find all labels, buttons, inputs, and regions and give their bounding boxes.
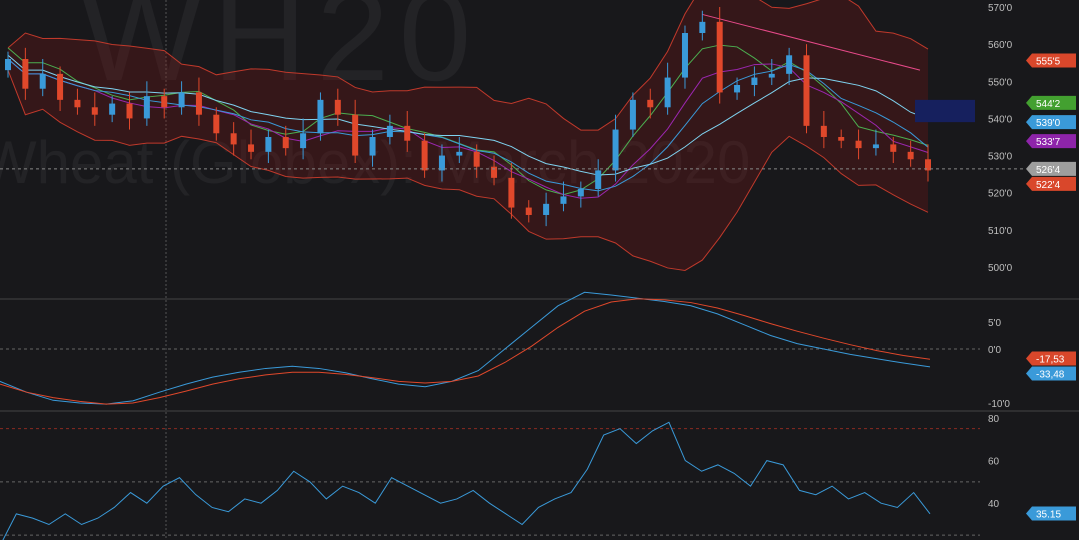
price-tick-label: 500'0 [988, 263, 1013, 274]
trend-line [702, 13, 921, 71]
candle-body [74, 99, 81, 108]
macd-series-line [0, 291, 931, 405]
price-tick-label: 570'0 [988, 3, 1013, 14]
bollinger-upper [7, 0, 929, 131]
macd-value-tag: -17,53 [1036, 354, 1065, 365]
price-tick-label: 530'0 [988, 152, 1013, 163]
candle-body [647, 99, 654, 108]
macd-value-tag: -33,48 [1036, 369, 1065, 380]
candle-body [404, 125, 411, 141]
candle-body [456, 151, 463, 156]
candle-body [560, 196, 567, 204]
macd-series-line [0, 298, 931, 405]
projection-box [915, 99, 975, 123]
price-tag: 533'7 [1036, 137, 1061, 148]
candle-body [300, 133, 307, 149]
candle-body [438, 155, 445, 171]
candle-body [317, 99, 324, 134]
candle-body [734, 84, 741, 93]
candle-body [386, 125, 393, 137]
candle-body [230, 133, 237, 145]
candle-body [890, 144, 897, 152]
candle-body [699, 21, 706, 33]
candle-body [421, 140, 428, 171]
candle-body [213, 114, 220, 134]
candle-body [925, 159, 931, 171]
price-tag: 555'5 [1036, 56, 1061, 67]
moving-average-purple [7, 58, 929, 199]
watermark-symbol: WH20 [80, 0, 482, 108]
price-tag-bg [1026, 161, 1076, 176]
price-tag: 544'2 [1036, 99, 1061, 110]
candle-body [838, 136, 845, 141]
candle-body [91, 107, 98, 115]
macd-value-tag-bg [1026, 351, 1076, 366]
candle-body [612, 129, 619, 171]
price-tag-bg [1026, 53, 1076, 68]
bollinger-lower [7, 69, 929, 271]
candle-body [161, 96, 168, 108]
candle-body [248, 144, 255, 152]
candle-body [681, 32, 688, 78]
candle-body [768, 73, 775, 78]
price-tag-bg [1026, 176, 1076, 191]
candle-body [5, 58, 11, 71]
macd-value-tag-bg [1026, 366, 1076, 381]
candle-body [39, 73, 46, 89]
rsi-series-line [2, 421, 931, 540]
price-tag-bg [1026, 115, 1076, 130]
macd-tick-label: 5'0 [988, 318, 1001, 329]
price-tag: 522'4 [1036, 180, 1061, 191]
candle-body [265, 136, 272, 152]
candle-body [751, 77, 758, 85]
candle-body [57, 73, 64, 100]
candle-body [820, 125, 827, 137]
price-tag-bg [1026, 95, 1076, 110]
candle-body [629, 99, 636, 130]
moving-average-light-blue [7, 54, 929, 176]
macd-tick-label: -10'0 [988, 399, 1010, 410]
candle-body [543, 203, 550, 215]
candle-body [282, 136, 289, 149]
candle-body [195, 92, 202, 115]
rsi-tick-label: 80 [988, 414, 1000, 425]
candle-body [491, 166, 498, 178]
candle-body [143, 96, 150, 119]
candle-body [907, 151, 914, 160]
price-tick-label: 560'0 [988, 40, 1013, 51]
candle-body [577, 188, 584, 197]
price-tag-bg [1026, 134, 1076, 149]
rsi-value-tag: 35.15 [1036, 510, 1061, 521]
candle-body [595, 170, 602, 189]
candle-body [352, 114, 359, 156]
price-tick-label: 520'0 [988, 189, 1013, 200]
rsi-value-tag-bg [1026, 506, 1076, 521]
rsi-tick-label: 40 [988, 499, 1000, 510]
rsi-tick-label: 60 [988, 457, 1000, 468]
bollinger-band-fill [8, 0, 928, 271]
macd-tick-label: 0'0 [988, 345, 1001, 356]
candle-body [855, 140, 862, 149]
candle-body [109, 103, 116, 115]
candle-body [473, 151, 480, 167]
candle-body [525, 207, 532, 215]
candle-body [508, 177, 515, 208]
candle-body [126, 103, 133, 119]
price-tick-label: 510'0 [988, 226, 1013, 237]
candle-body [178, 92, 185, 108]
candle-body [803, 55, 810, 126]
price-tag: 539'0 [1036, 118, 1061, 129]
candle-body [369, 136, 376, 156]
price-tag: 526'4 [1036, 165, 1061, 176]
candle-body [22, 58, 29, 89]
price-tick-label: 540'0 [988, 114, 1013, 125]
candle-body [716, 21, 723, 93]
candle-body [334, 99, 341, 115]
price-tick-label: 550'0 [988, 77, 1013, 88]
candle-body [664, 77, 671, 108]
candle-body [786, 55, 793, 74]
candle-body [872, 144, 879, 149]
